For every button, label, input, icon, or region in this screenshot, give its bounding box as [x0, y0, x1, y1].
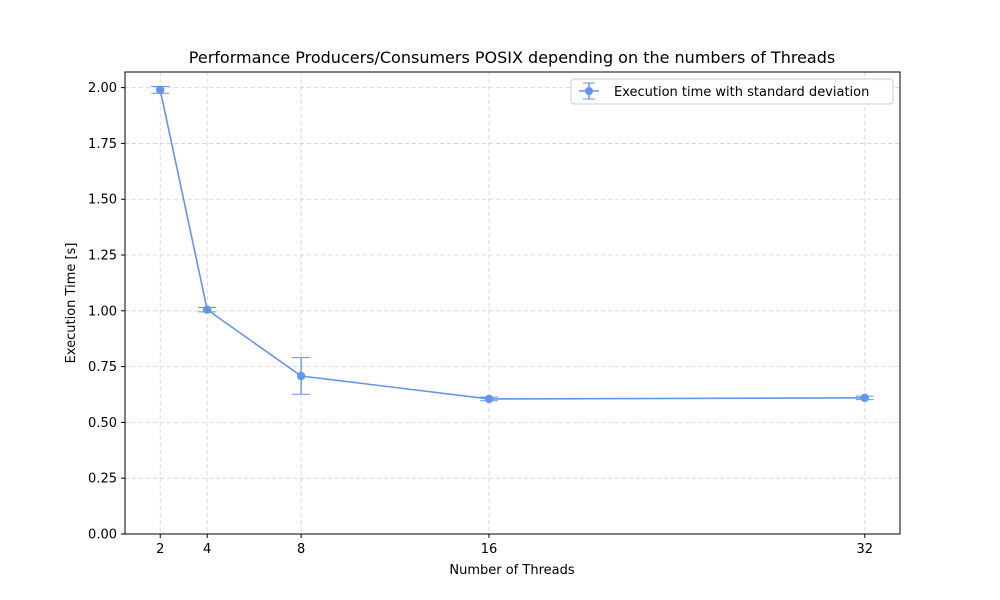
y-tick-label: 1.00 [88, 304, 117, 319]
y-tick-label: 0.75 [88, 360, 117, 375]
y-tick-label: 0.25 [88, 472, 117, 487]
legend: Execution time with standard deviation [570, 78, 894, 105]
x-tick-label: 4 [203, 542, 211, 557]
legend-label: Execution time with standard deviation [614, 85, 869, 100]
series-layer [151, 85, 874, 404]
x-tick-label: 2 [156, 542, 164, 557]
plot-area [124, 71, 901, 535]
data-point [860, 393, 869, 403]
legend-marker [585, 87, 593, 95]
y-tick-label: 2.00 [88, 81, 117, 96]
y-tick-label: 0.50 [88, 416, 117, 431]
y-axis-label: Execution Time [s] [64, 243, 79, 364]
chart-title: Performance Producers/Consumers POSIX de… [189, 48, 835, 67]
grid [125, 72, 900, 535]
data-point [156, 85, 165, 95]
series-line [159, 89, 865, 400]
data-point [484, 394, 494, 404]
legend-box [570, 78, 894, 105]
x-tick-label: 16 [481, 542, 498, 557]
x-axis-label: Number of Threads [449, 563, 574, 578]
y-tick-label: 1.25 [88, 249, 117, 264]
x-tick-label: 32 [856, 542, 873, 557]
axis-ticks: 2 4 8 16 32 0.00 0.25 0.50 0.75 1.00 1.25 1.50 1.75 2… [88, 81, 873, 557]
y-tick-label: 1.75 [88, 137, 117, 152]
x-tick-label: 8 [297, 542, 305, 557]
data-point [202, 305, 212, 314]
data-point [296, 371, 306, 381]
y-tick-label: 1.50 [88, 193, 117, 208]
y-tick-label: 0.00 [88, 528, 117, 543]
